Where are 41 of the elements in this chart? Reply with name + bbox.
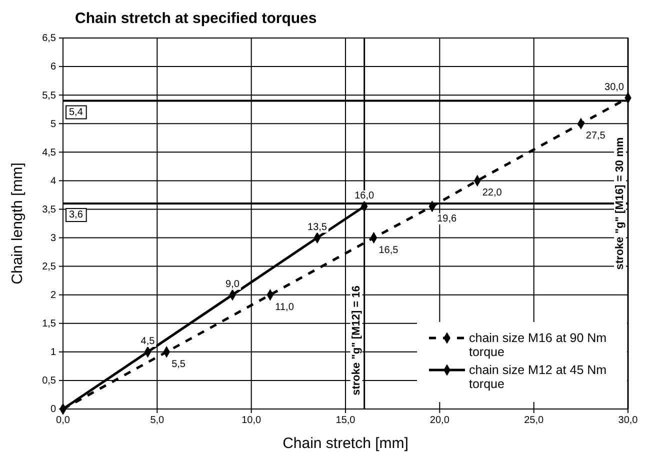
annotation: 16,5 [378, 244, 399, 256]
y-tick-label: 2 [50, 290, 56, 302]
x-tick-label: 10,0 [242, 415, 262, 426]
y-tick-label: 3,5 [42, 204, 56, 216]
annotation: 9,0 [226, 278, 240, 290]
annotation: 11,0 [275, 302, 294, 313]
annotation: 30,0 [604, 82, 624, 93]
annotation: 5,5 [172, 358, 186, 370]
y-tick-label: 3 [50, 232, 56, 244]
x-tick-label: 5,0 [150, 415, 165, 426]
annotation: 22,0 [482, 188, 502, 199]
x-axis-title: Chain stretch [mm] [282, 435, 408, 452]
x-tick-label: 0,0 [56, 415, 70, 426]
y-tick-label: 1,5 [42, 318, 56, 330]
legend-label: chain size M16 at 90 Nm torque [469, 331, 607, 359]
y-tick-label: 6,5 [42, 33, 56, 44]
annotation: 4,5 [140, 336, 156, 347]
y-tick-label: 1 [50, 347, 56, 358]
ref-line-label: stroke "g" [M16] = 30 mm [614, 137, 626, 270]
x-tick-label: 25,0 [524, 415, 544, 426]
legend-label: chain size M12 at 45 Nm torque [469, 363, 607, 391]
ref-line-label: 5,4 [69, 106, 84, 118]
x-tick-label: 30,0 [618, 415, 638, 426]
chart-title: Chain stretch at specified torques [75, 10, 317, 27]
annotation: 16,0 [354, 190, 374, 202]
y-tick-label: 5 [50, 118, 56, 130]
ref-line-label: stroke "g" [M12] = 16 [350, 286, 362, 396]
annotation: 19,6 [437, 213, 458, 224]
x-tick-label: 20,0 [430, 415, 450, 426]
y-tick-label: 5,5 [42, 90, 56, 102]
annotation: 27,5 [586, 130, 606, 142]
annotation: 13,5 [308, 222, 328, 233]
y-tick-label: 4,5 [42, 147, 56, 158]
y-tick-label: 6 [50, 62, 56, 73]
y-tick-label: 4 [50, 176, 56, 187]
y-tick-label: 0,5 [42, 376, 56, 387]
ref-line-label: 3,6 [69, 210, 84, 221]
y-axis-title: Chain length [mm] [9, 162, 26, 284]
y-tick-label: 0 [50, 404, 56, 416]
x-tick-label: 15,0 [336, 415, 356, 426]
y-tick-label: 2,5 [42, 262, 56, 273]
